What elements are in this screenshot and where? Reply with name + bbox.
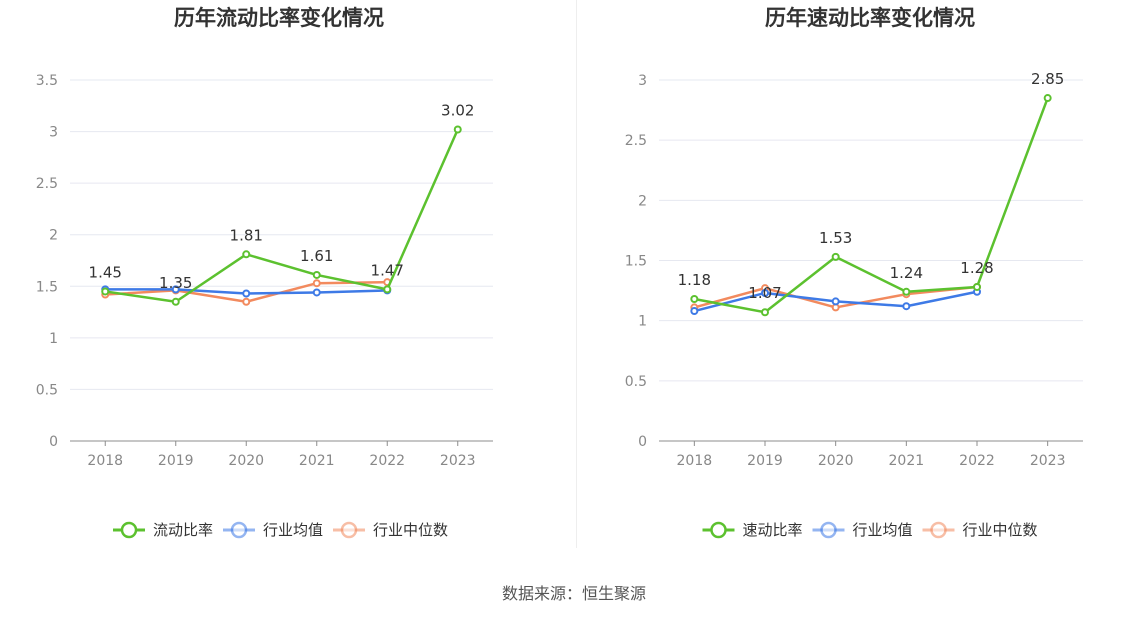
data-point[interactable]: [761, 288, 769, 297]
y-tick-label: 1: [638, 314, 647, 330]
data-point[interactable]: [690, 295, 699, 304]
data-point[interactable]: [312, 288, 321, 297]
data-label: 1.07: [748, 284, 781, 302]
x-tick-label: 2018: [677, 453, 713, 469]
x-tick-label: 2018: [87, 453, 123, 469]
legend-label: 行业中位数: [963, 521, 1038, 539]
series-line-0: [105, 129, 459, 304]
x-tick-label: 2023: [1030, 453, 1066, 469]
legend-marker-icon: [120, 521, 138, 539]
x-tick-label: 2020: [228, 453, 264, 469]
data-label: 1.28: [960, 259, 993, 277]
data-point[interactable]: [902, 287, 911, 296]
data-label: 1.45: [89, 263, 122, 281]
quick-ratio-chart: 历年速动比率变化情况 0 0.5 1 1.5 2 2.5 3 2018 2019 2020 2021 2…: [625, 6, 1083, 539]
x-tick-label: 2021: [299, 453, 335, 469]
legend-label: 速动比率: [743, 521, 803, 539]
legend-label: 流动比率: [153, 521, 213, 539]
data-point[interactable]: [101, 287, 110, 296]
x-tick-label: 2022: [959, 453, 995, 469]
y-tick-label: 3.5: [36, 73, 58, 89]
legend-item-2[interactable]: 行业中位数: [922, 521, 1038, 539]
data-point[interactable]: [312, 279, 321, 288]
legend-item-2[interactable]: 行业中位数: [333, 521, 448, 539]
y-tick-label: 0: [638, 434, 647, 450]
data-label: 3.02: [441, 102, 474, 120]
legend-item-1[interactable]: 行业均值: [223, 521, 323, 539]
x-tick-label: 2022: [369, 453, 405, 469]
data-label: 1.35: [159, 274, 192, 292]
y-tick-label: 3: [49, 125, 58, 141]
panel-divider: [576, 0, 577, 548]
data-point[interactable]: [831, 252, 840, 261]
data-point[interactable]: [973, 282, 981, 291]
data-point[interactable]: [171, 285, 180, 294]
chart-title: 历年速动比率变化情况: [765, 6, 975, 30]
y-tick-label: 2: [49, 228, 58, 244]
y-tick-label: 2.5: [36, 176, 58, 192]
legend-label: 行业均值: [263, 521, 323, 539]
data-label: 1.61: [300, 247, 333, 265]
data-point[interactable]: [171, 297, 180, 306]
data-point[interactable]: [902, 302, 911, 311]
data-point[interactable]: [242, 250, 251, 259]
data-point[interactable]: [1043, 94, 1052, 103]
data-point[interactable]: [690, 307, 699, 316]
y-tick-label: 2: [638, 193, 647, 209]
legend-marker-icon: [710, 521, 727, 539]
data-source-note: 数据来源：恒生聚源: [501, 584, 646, 603]
y-tick-label: 0.5: [36, 382, 58, 398]
x-tick-label: 2019: [158, 453, 194, 469]
data-label: 1.47: [371, 261, 404, 279]
y-tick-label: 3: [638, 73, 647, 89]
data-label: 2.85: [1031, 70, 1064, 88]
quick-ratio-chart-panel: 历年速动比率变化情况 0 0.5 1 1.5 2 2.5 3 2018 2019 2020 2021 2…: [574, 0, 1148, 560]
data-point[interactable]: [831, 297, 840, 306]
legend-item-0[interactable]: 速动比率: [702, 521, 803, 539]
x-tick-label: 2021: [889, 453, 925, 469]
y-tick-label: 1.5: [625, 254, 647, 270]
x-tick-label: 2020: [818, 453, 854, 469]
x-tick-label: 2023: [440, 453, 476, 469]
data-point[interactable]: [383, 285, 392, 294]
data-label: 1.18: [678, 271, 711, 289]
legend-label: 行业均值: [853, 521, 913, 539]
data-label: 1.24: [890, 264, 923, 282]
current-ratio-chart-panel: 历年流动比率变化情况 0 0.5 1 1.5 2 2.5 3 3.5 2018 2019 2020 20…: [0, 0, 574, 560]
data-point[interactable]: [242, 297, 251, 306]
chart-title: 历年流动比率变化情况: [174, 6, 384, 30]
y-tick-label: 1: [49, 331, 58, 347]
data-point[interactable]: [242, 289, 251, 298]
x-tick-label: 2019: [747, 453, 783, 469]
y-tick-label: 0: [49, 434, 58, 450]
series-line-0: [694, 97, 1049, 314]
legend-marker-icon: [930, 521, 947, 539]
data-label: 1.81: [230, 226, 263, 244]
data-point[interactable]: [312, 270, 321, 279]
legend-item-1[interactable]: 行业均值: [812, 521, 913, 539]
data-label: 1.53: [819, 229, 852, 247]
y-tick-label: 0.5: [625, 374, 647, 390]
y-tick-label: 2.5: [625, 133, 647, 149]
legend-label: 行业中位数: [373, 521, 448, 539]
current-ratio-chart: 历年流动比率变化情况 0 0.5 1 1.5 2 2.5 3 3.5 2018 2019 2020 20…: [36, 6, 493, 539]
y-tick-label: 1.5: [36, 279, 58, 295]
legend-marker-icon: [230, 521, 248, 539]
legend-marker-icon: [820, 521, 837, 539]
data-point[interactable]: [453, 125, 462, 134]
data-point[interactable]: [761, 308, 769, 317]
legend-item-0[interactable]: 流动比率: [113, 521, 213, 539]
legend-marker-icon: [340, 521, 358, 539]
